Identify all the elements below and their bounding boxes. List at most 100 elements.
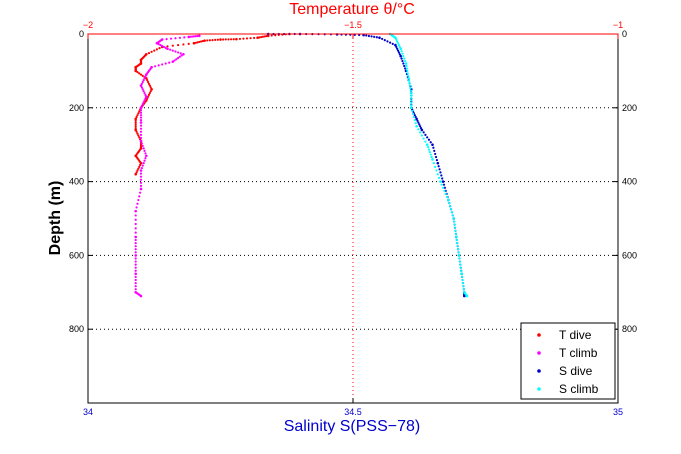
s-climb-point <box>406 72 409 75</box>
s-climb-point <box>412 115 416 119</box>
t-dive-point <box>135 115 138 119</box>
t-dive-point <box>135 171 138 174</box>
t-climb-point <box>134 231 137 234</box>
t-climb-point <box>134 209 137 213</box>
t-climb-point <box>139 139 143 143</box>
t-climb-point <box>142 79 145 82</box>
t-climb-point <box>192 35 196 38</box>
t-dive-point <box>134 123 137 126</box>
s-dive-point <box>427 138 431 141</box>
s-dive-point <box>417 121 420 124</box>
s-dive-point <box>394 43 397 47</box>
t-dive-point <box>222 38 225 41</box>
t-dive-point <box>148 91 151 95</box>
s-climb-point <box>439 180 442 183</box>
s-dive-point <box>399 54 403 58</box>
t-dive-point <box>138 136 141 139</box>
t-climb-point <box>155 41 159 45</box>
t-dive-point <box>238 37 242 41</box>
s-dive-point <box>426 136 429 139</box>
s-climb-point <box>408 84 412 87</box>
s-dive-point <box>419 125 422 128</box>
t-climb-point <box>145 154 148 158</box>
series-layer <box>134 32 469 298</box>
t-dive-point <box>232 38 235 41</box>
s-climb-point <box>409 87 412 90</box>
t-climb-point <box>178 55 181 58</box>
t-dive-point <box>206 39 209 42</box>
s-climb-point <box>403 57 406 60</box>
s-climb-point <box>410 104 413 107</box>
t-climb-point <box>134 260 137 263</box>
t-climb-point <box>169 37 173 40</box>
s-climb-point <box>410 96 413 100</box>
s-dive-point <box>424 133 427 136</box>
s-climb-point <box>460 275 464 279</box>
t-climb-point <box>139 124 143 127</box>
t-dive-point <box>136 71 139 74</box>
t-dive-point <box>211 38 214 42</box>
s-climb-point <box>447 198 450 202</box>
t-climb-point <box>140 86 143 89</box>
s-climb-point <box>455 235 458 239</box>
y-tick-label-left: 800 <box>69 324 84 334</box>
s-climb-point <box>456 242 459 245</box>
t-climb-point <box>141 164 144 167</box>
y-tick-label-right: 0 <box>622 29 627 39</box>
y-tick-label-left: 0 <box>79 29 84 39</box>
s-climb-point <box>432 162 435 165</box>
t-dive-point <box>263 35 266 38</box>
t-dive-point <box>192 41 196 45</box>
t-climb-point <box>144 97 147 100</box>
t-dive-point <box>256 36 259 39</box>
s-climb-point <box>453 223 456 226</box>
t-dive-point <box>219 38 222 41</box>
s-climb-point <box>407 79 411 82</box>
s-climb-point <box>462 288 465 291</box>
s-climb-point <box>434 165 437 168</box>
t-dive-point <box>147 93 151 96</box>
t-dive-point <box>134 69 137 73</box>
t-climb-point <box>142 101 145 104</box>
t-dive-point <box>224 38 227 41</box>
s-climb-point <box>435 169 438 172</box>
legend-marker <box>537 369 541 373</box>
t-climb-point <box>134 222 137 226</box>
t-climb-point <box>134 288 137 291</box>
t-climb-point <box>134 214 137 217</box>
t-dive-point <box>227 38 230 41</box>
y-tick-label-right: 600 <box>622 250 637 260</box>
s-climb-point <box>395 38 398 41</box>
t-climb-point <box>166 47 169 51</box>
t-climb-point <box>134 285 137 288</box>
t-dive-point <box>270 34 273 37</box>
t-climb-point <box>134 281 137 285</box>
s-dive-point <box>435 158 439 162</box>
s-climb-point <box>445 195 449 199</box>
t-climb-point <box>134 218 137 221</box>
s-dive-point <box>433 149 436 152</box>
s-climb-point <box>414 122 417 125</box>
t-climb-point <box>180 54 183 57</box>
t-climb-point <box>139 175 143 178</box>
t-climb-point <box>139 127 143 130</box>
t-climb-point <box>139 294 143 298</box>
s-climb-point <box>396 40 399 43</box>
t-climb-point <box>139 119 143 122</box>
t-climb-point <box>139 178 143 181</box>
t-climb-point <box>134 242 137 245</box>
x-bottom-tick-label: 34 <box>83 407 93 417</box>
t-climb-point <box>194 35 197 38</box>
t-climb-point <box>139 106 143 110</box>
s-climb-point <box>454 229 457 232</box>
s-climb-point <box>419 131 422 134</box>
s-climb-point <box>431 158 434 161</box>
t-climb-point <box>142 90 145 93</box>
t-climb-point <box>144 93 147 96</box>
t-dive-point <box>203 39 206 42</box>
t-dive-point <box>171 44 174 47</box>
s-climb-point <box>402 55 405 58</box>
t-climb-point <box>134 248 137 251</box>
t-dive-point <box>249 37 252 40</box>
